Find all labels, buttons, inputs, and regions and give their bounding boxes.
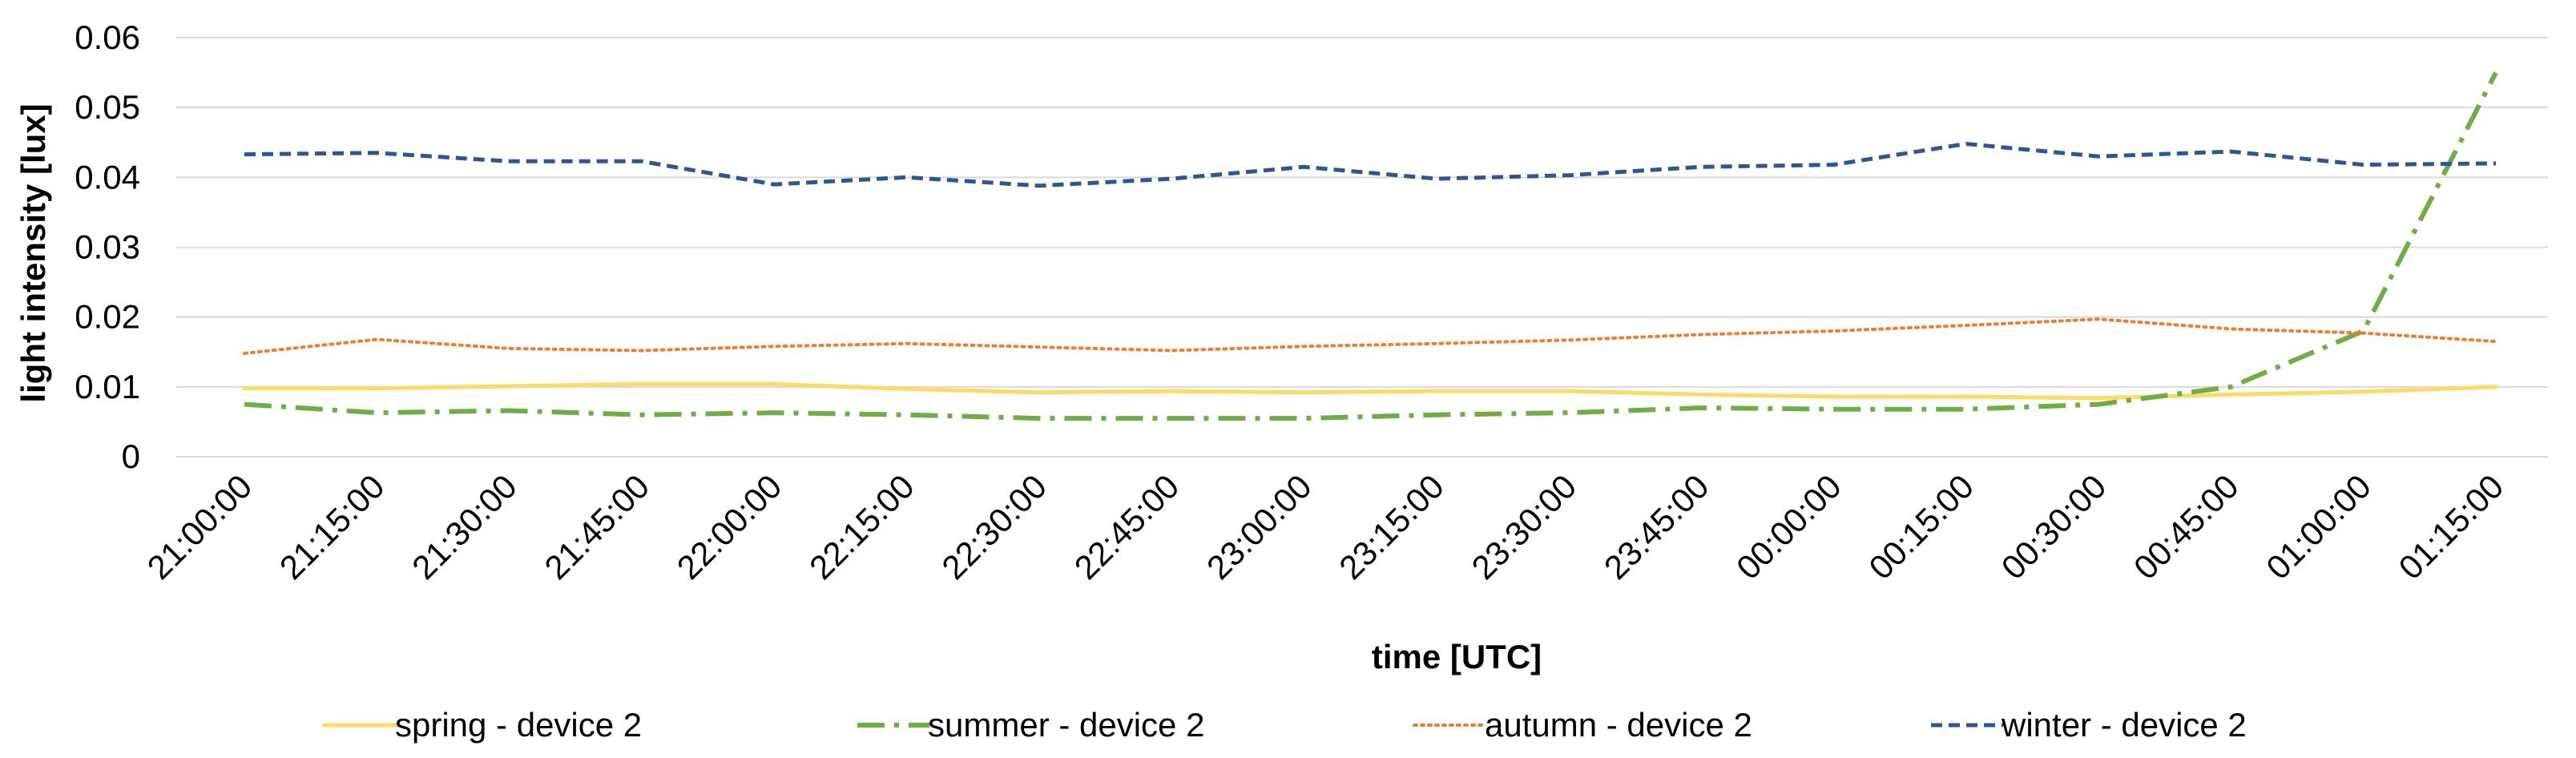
x-tick-label: 23:30:00	[1464, 467, 1583, 587]
x-tick-label: 00:00:00	[1729, 467, 1848, 587]
y-tick-label: 0.04	[75, 158, 140, 196]
x-axis-ticks: 21:00:00 21:15:00 21:30:00 21:45:00 22:00:00…	[140, 467, 2511, 587]
x-tick-label: 21:30:00	[405, 467, 524, 587]
series-line-2	[244, 71, 2498, 421]
x-axis-title: time [UTC]	[1372, 638, 1542, 675]
x-tick-label: 21:45:00	[537, 467, 656, 587]
y-tick-label: 0	[122, 437, 140, 475]
legend-label: spring - device 2	[395, 706, 642, 744]
x-tick-label: 22:00:00	[670, 467, 789, 587]
y-tick-label: 0.05	[75, 88, 140, 126]
y-tick-label: 0.06	[75, 18, 140, 56]
x-tick-label: 23:00:00	[1199, 467, 1319, 587]
series-line-3	[243, 317, 2497, 355]
y-tick-label: 0.01	[75, 368, 140, 405]
y-tick-label: 0.02	[75, 298, 140, 336]
x-tick-label: 00:30:00	[1994, 467, 2114, 587]
legend-label: summer - device 2	[928, 706, 1204, 744]
x-tick-label: 23:15:00	[1332, 467, 1451, 587]
x-tick-label: 01:00:00	[2259, 467, 2378, 587]
x-tick-label: 01:15:00	[2392, 467, 2511, 587]
x-tick-label: 22:15:00	[802, 467, 921, 587]
x-tick-label: 21:15:00	[272, 467, 392, 587]
series-line-4	[244, 142, 2497, 188]
y-tick-label: 0.03	[75, 228, 140, 266]
x-tick-label: 21:00:00	[140, 467, 260, 587]
x-tick-label: 00:45:00	[2127, 467, 2246, 587]
x-tick-label: 22:30:00	[934, 467, 1054, 587]
legend-label: winter - device 2	[2001, 706, 2247, 744]
x-tick-label: 23:45:00	[1597, 467, 1716, 587]
legend-label: autumn - device 2	[1485, 706, 1752, 744]
x-tick-label: 22:45:00	[1067, 467, 1187, 587]
series-line-1	[242, 381, 2498, 401]
y-axis-ticks: 0 0.01 0.02 0.03 0.04 0.05 0.06	[75, 18, 140, 475]
legend: spring - device 2 summer - device 2 autumn…	[322, 706, 2247, 744]
y-axis-title: light intensity [lux]	[14, 103, 52, 402]
x-tick-label: 00:15:00	[1861, 467, 1981, 587]
series-lines	[242, 71, 2498, 421]
